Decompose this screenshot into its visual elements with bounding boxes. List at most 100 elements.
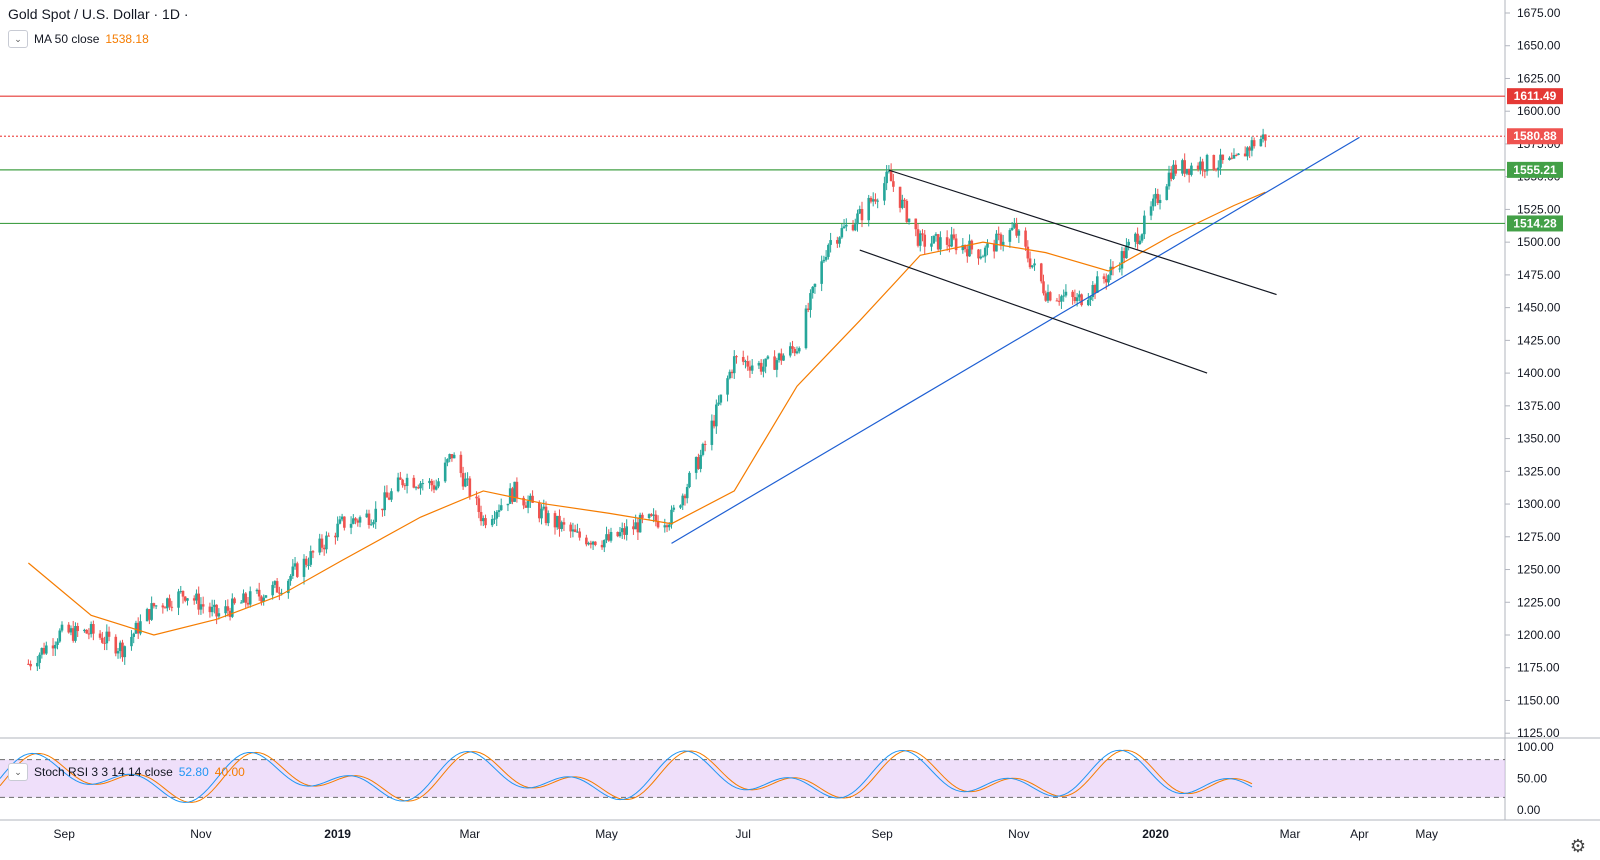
candle-body <box>934 234 938 236</box>
candle-body <box>150 603 153 620</box>
candle-body <box>773 356 776 370</box>
candle-body <box>183 596 187 601</box>
price-tick-label: 1300.00 <box>1517 497 1561 511</box>
stoch-d-line[interactable] <box>0 749 1253 803</box>
price-tick-label: 1650.00 <box>1517 39 1561 53</box>
candle-body <box>262 597 265 602</box>
candle-body <box>446 459 449 463</box>
candle-body <box>977 249 980 259</box>
candle-body <box>1149 206 1153 216</box>
candle-body <box>170 606 174 608</box>
candle-body <box>948 244 951 247</box>
candle-body <box>887 171 891 173</box>
candle-body <box>381 508 384 511</box>
candle-body <box>412 477 416 488</box>
candle-body <box>275 581 279 593</box>
candle-body <box>1234 154 1238 156</box>
candle-body <box>479 511 483 522</box>
candle-body <box>1091 284 1095 298</box>
candle-body <box>735 356 738 358</box>
price-tick-label: 1400.00 <box>1517 366 1561 380</box>
candle-body <box>741 356 745 362</box>
candle-body <box>1183 160 1186 174</box>
candle-body <box>1008 230 1012 242</box>
candle-body <box>1243 153 1247 157</box>
uptrend-trendline[interactable] <box>671 136 1360 544</box>
candle-body <box>726 378 729 395</box>
candle-body <box>1028 258 1032 268</box>
candle-body <box>681 495 685 506</box>
collapse-stoch-button[interactable]: ⌄ <box>8 763 28 781</box>
channel-lower-trendline[interactable] <box>859 249 1208 374</box>
stoch-band <box>0 759 1505 798</box>
candle-body <box>571 529 575 532</box>
ma50-line[interactable] <box>28 191 1266 636</box>
time-tick-label: May <box>1415 827 1438 841</box>
price-tick-label: 1325.00 <box>1517 464 1561 478</box>
candle-body <box>421 483 425 485</box>
candle-body <box>842 226 846 229</box>
price-tick-label: 1200.00 <box>1517 628 1561 642</box>
candle-body <box>231 598 234 617</box>
collapse-indicators-button[interactable]: ⌄ <box>8 30 28 48</box>
candle-body <box>369 524 373 526</box>
candle-body <box>69 628 73 633</box>
stoch-k-line[interactable] <box>0 749 1253 803</box>
candle-body <box>481 518 485 522</box>
candle-body <box>730 371 734 374</box>
time-tick-label: Sep <box>871 827 893 841</box>
candle-body <box>248 591 252 605</box>
candle-body <box>1169 172 1173 179</box>
candle-body <box>1167 172 1171 187</box>
candle-body <box>27 663 30 665</box>
candle-body <box>145 609 149 622</box>
candle-body <box>697 457 700 469</box>
candle-body <box>459 454 463 474</box>
candle-body <box>233 598 236 604</box>
candle-body <box>939 237 942 250</box>
candle-body <box>804 308 808 349</box>
candle-body <box>484 518 487 526</box>
candle-body <box>995 233 998 252</box>
candle-body <box>728 371 732 379</box>
candle-body <box>609 531 613 541</box>
candle-body <box>152 603 156 607</box>
candle-body <box>493 518 496 520</box>
candle-body <box>163 607 167 609</box>
candle-body <box>432 485 436 490</box>
candle-body <box>1039 263 1043 282</box>
candle-body <box>74 625 77 641</box>
candle-body <box>448 454 451 460</box>
candle-body <box>625 526 629 535</box>
ma-label: MA 50 close <box>34 32 100 46</box>
candle-body <box>83 629 86 632</box>
candle-body <box>647 514 651 518</box>
candle-body <box>434 486 438 490</box>
candle-body <box>293 563 297 567</box>
candle-body <box>419 483 422 489</box>
candle-body <box>181 590 185 597</box>
candle-body <box>992 243 996 252</box>
candle-body <box>876 200 879 202</box>
candle-body <box>544 506 548 524</box>
gear-icon[interactable]: ⚙ <box>1569 836 1586 856</box>
candle-body <box>757 362 761 366</box>
candle-body <box>777 353 781 361</box>
time-tick-label: 2020 <box>1142 827 1169 841</box>
candle-body <box>775 360 779 370</box>
candle-body <box>836 240 839 244</box>
stoch-legend: ⌄ Stoch RSI 3 3 14 14 close 52.80 40.00 <box>8 763 245 781</box>
candle-body <box>916 229 920 246</box>
candle-body <box>309 551 313 565</box>
candle-body <box>56 641 59 645</box>
candle-body <box>1030 265 1034 268</box>
candle-body <box>587 542 590 545</box>
candle-body <box>907 218 911 222</box>
candle-body <box>1042 281 1045 294</box>
candle-body <box>213 604 216 607</box>
candle-body <box>1044 293 1048 301</box>
candle-body <box>795 351 799 354</box>
candle-body <box>914 218 918 230</box>
channel-upper-trendline[interactable] <box>888 169 1277 296</box>
